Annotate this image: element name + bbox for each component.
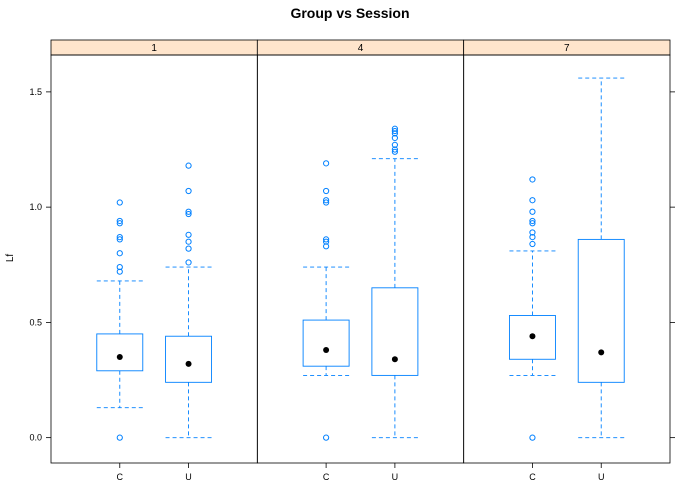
outlier-point [529,240,536,248]
outlier-point [529,217,536,225]
outlier-point [391,127,398,135]
plot-layer: 0.0 0.5 1.0 1.5 1 C U 4 C U 7 C U [29,39,675,482]
box-U [165,335,213,383]
outlier-point [529,434,536,441]
box-U [577,238,625,383]
strip-label: 4 [358,43,364,54]
outlier-point [116,263,123,271]
outlier-point [185,259,192,266]
median-dot [116,353,123,360]
outlier-point [391,134,398,142]
outlier-point [116,236,123,243]
outlier-point [116,434,123,441]
median-dot [598,349,605,356]
median-dot [323,347,330,354]
outlier-point [185,238,192,245]
outlier-point [185,231,192,238]
outlier-point [116,268,123,275]
y-axis-label: Lf [5,254,16,263]
outlier-point [529,234,536,241]
y-tick-label: 1.5 [29,87,42,97]
outlier-point [391,125,398,132]
x-tick-label: U [598,472,605,482]
outlier-point [185,208,192,215]
outlier-point [529,229,536,236]
outlier-point [529,197,536,204]
outlier-point [529,220,536,227]
strip-label: 7 [564,43,570,54]
x-tick-label: C [117,472,124,482]
outlier-point [323,199,330,206]
outlier-point [529,176,536,183]
box-U [371,287,419,376]
y-tick-label: 0.5 [29,317,42,327]
median-dot [185,360,192,367]
box-C [96,333,144,372]
outlier-point [323,243,330,250]
outlier-point [391,130,398,137]
median-dot [391,356,398,363]
outlier-point [323,160,330,167]
outlier-point [116,250,123,257]
outlier-point [323,238,330,245]
outlier-point [185,187,192,195]
chart-title: Group vs Session [290,5,409,21]
y-tick-label: 0.0 [29,433,42,443]
y-tick-label: 1.0 [29,202,42,212]
outlier-point [116,220,123,227]
median-dot [529,333,536,340]
panel-frame-7 [463,54,671,464]
outlier-point [529,208,536,215]
outlier-point [323,236,330,243]
outlier-point [323,434,330,441]
panel-frame-4 [256,54,465,464]
outlier-point [185,210,192,218]
panel-frame-1 [50,54,258,464]
x-tick-label: U [392,472,399,482]
box-C [508,315,556,360]
outlier-point [116,217,123,225]
outlier-point [116,234,123,241]
outlier-point [391,146,398,153]
outlier-point [116,199,123,206]
box-C [302,319,350,367]
x-tick-label: C [323,472,330,482]
x-tick-label: U [185,472,192,482]
outlier-point [185,245,192,252]
strip-label: 1 [151,43,157,54]
outlier-point [323,187,330,195]
outlier-point [185,162,192,169]
outlier-point [323,197,330,204]
outlier-point [391,148,398,155]
outlier-point [391,141,398,148]
x-tick-label: C [529,472,536,482]
